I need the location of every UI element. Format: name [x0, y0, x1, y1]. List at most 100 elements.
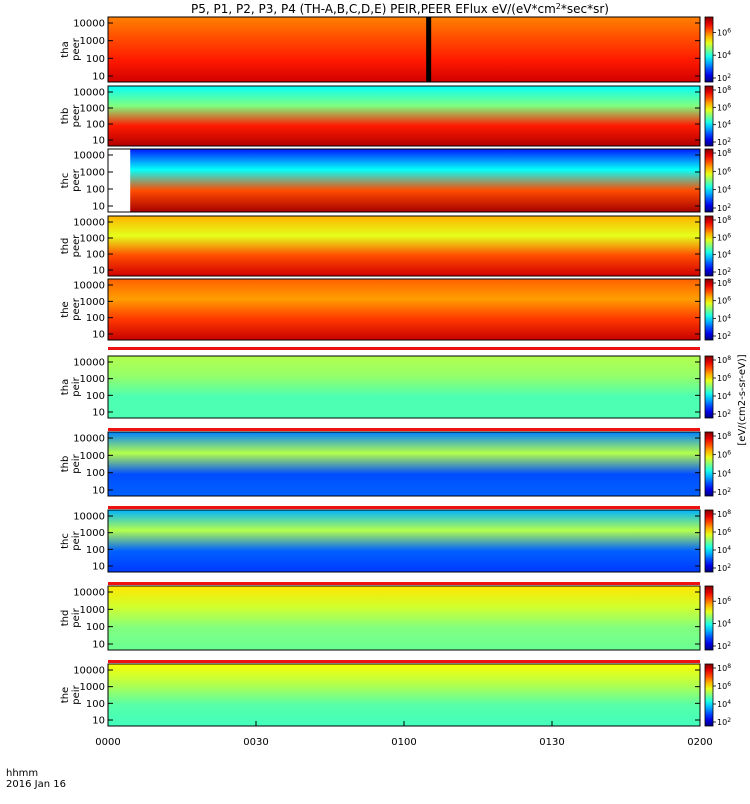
panel-instrument-label: peer	[71, 297, 82, 321]
y-tick-label: 10000	[73, 281, 105, 292]
colorbar-tick-label: 104	[717, 120, 731, 130]
y-tick-label: 10	[92, 266, 105, 277]
panel-instrument-label: peer	[71, 234, 82, 258]
y-tick-label: 1000	[80, 36, 105, 47]
colorbar-tick-label: 106	[717, 373, 731, 383]
panel-instrument-label: peir	[71, 530, 82, 550]
colorbar-tick-label: 102	[717, 203, 731, 213]
y-tick-label: 1000	[80, 605, 105, 616]
colorbar-tick-label: 106	[717, 681, 731, 691]
panel-instrument-label: peer	[71, 104, 82, 128]
spectrogram-panel: 10000 1000 100 10 thdpeir 102 104 106	[60, 585, 731, 651]
y-tick-label: 10000	[73, 218, 105, 229]
spectrogram-panel: 10000 1000 100 10 thepeir 102 104 106 108	[60, 663, 731, 727]
spectrogram-image	[108, 17, 700, 82]
colorbar: 102 104 106 108	[704, 148, 731, 213]
panel-label: thbpeir	[60, 453, 82, 473]
panel-label: thcpeer	[60, 168, 82, 192]
panel-instrument-label: peer	[71, 168, 82, 192]
colorbar-tick-label: 108	[717, 663, 731, 673]
colorbar: 102 104 106 108	[704, 215, 731, 277]
panel-label: thapeir	[60, 376, 82, 396]
colorbar-scale	[704, 663, 714, 727]
y-tick-label: 1000	[80, 297, 105, 308]
colorbar: 102 104 106 108	[704, 663, 731, 727]
y-tick-label: 10000	[73, 512, 105, 523]
y-tick-label: 10	[92, 408, 105, 419]
colorbar-tick-label: 102	[717, 137, 731, 147]
separator-band-red	[108, 660, 700, 663]
spectrogram-image	[108, 586, 700, 650]
panel-probe-label: thc	[60, 173, 71, 189]
y-tick-label: 100	[86, 54, 105, 65]
colorbar-tick-label: 104	[717, 468, 731, 478]
panel-frame	[107, 16, 701, 83]
colorbar-tick-label: 102	[717, 267, 731, 277]
colorbar-tick-label: 108	[717, 431, 731, 441]
colorbar-tick-label: 102	[717, 409, 731, 419]
panel-instrument-label: peir	[71, 376, 82, 396]
panel-label: thapeer	[60, 37, 82, 61]
colorbar-scale	[704, 148, 714, 213]
colorbar-tick-label: 106	[717, 102, 731, 112]
panel-probe-label: thc	[60, 533, 71, 549]
colorbar-scale	[704, 215, 714, 277]
x-axis-date-label: 2016 Jan 16	[6, 779, 66, 790]
separator-band-red	[108, 428, 700, 431]
y-tick-label: 100	[86, 545, 105, 556]
x-tick-label: 0130	[539, 737, 564, 748]
y-tick-label: 10000	[73, 358, 105, 369]
colorbar: 102 104 106	[704, 16, 731, 83]
spectrogram-panel: 10000 1000 100 10 thdpeer 102 104 106 108	[60, 215, 731, 277]
x-axis: 0000 0030 0100 0130 0200	[95, 721, 713, 748]
colorbar-tick-label: 102	[717, 73, 731, 83]
y-tick-label: 1000	[80, 168, 105, 179]
y-tick-label: 10000	[73, 19, 105, 30]
colorbar-scale	[704, 355, 714, 419]
colorbar: 102 104 106 108	[704, 509, 731, 573]
spectrogram-panel: 10000 1000 100 10 thcpeer 102 104 106 108	[60, 148, 731, 213]
panel-probe-label: tha	[60, 379, 71, 395]
panel-frame	[107, 355, 701, 419]
y-tick-label: 10	[92, 640, 105, 651]
x-tick-label: 0000	[95, 737, 120, 748]
colorbar: 102 104 106 108	[704, 431, 731, 497]
y-tick-label: 10000	[73, 88, 105, 99]
colorbar-scale	[704, 431, 714, 497]
colorbar-tick-label: 106	[717, 27, 731, 37]
panel-frame	[107, 431, 701, 497]
panel-probe-label: thb	[60, 108, 71, 125]
spectrogram-panel: 10000 1000 100 10 thcpeir 102 104 106 108	[60, 509, 731, 573]
panel-label: thepeer	[60, 297, 82, 321]
figure-title-sup: 2	[556, 2, 561, 11]
spectrogram-image	[108, 432, 700, 496]
y-tick-label: 100	[86, 699, 105, 710]
x-tick-label: 0100	[391, 737, 416, 748]
y-tick-label: 1000	[80, 104, 105, 115]
colorbar-tick-label: 108	[717, 509, 731, 519]
y-tick-label: 100	[86, 120, 105, 131]
panel-instrument-label: peir	[71, 607, 82, 627]
spectrogram-image	[108, 216, 700, 276]
colorbar-tick-label: 104	[717, 391, 731, 401]
colorbar-tick-label: 104	[717, 185, 731, 195]
y-tick-label: 10000	[73, 151, 105, 162]
panel-instrument-label: peir	[71, 453, 82, 473]
y-tick-label: 1000	[80, 682, 105, 693]
y-tick-label: 1000	[80, 451, 105, 462]
y-tick-label: 100	[86, 250, 105, 261]
colorbar-scale	[704, 509, 714, 573]
panel-probe-label: the	[60, 687, 71, 703]
x-tick-label: 0030	[243, 737, 268, 748]
y-tick-label: 10	[92, 330, 105, 341]
y-tick-label: 10	[92, 562, 105, 573]
y-tick-label: 10	[92, 486, 105, 497]
y-tick-label: 1000	[80, 528, 105, 539]
panel-label: thdpeer	[60, 234, 82, 258]
y-tick-label: 10	[92, 716, 105, 727]
panel-frame	[107, 278, 701, 341]
data-gap	[108, 149, 131, 212]
y-tick-label: 100	[86, 185, 105, 196]
